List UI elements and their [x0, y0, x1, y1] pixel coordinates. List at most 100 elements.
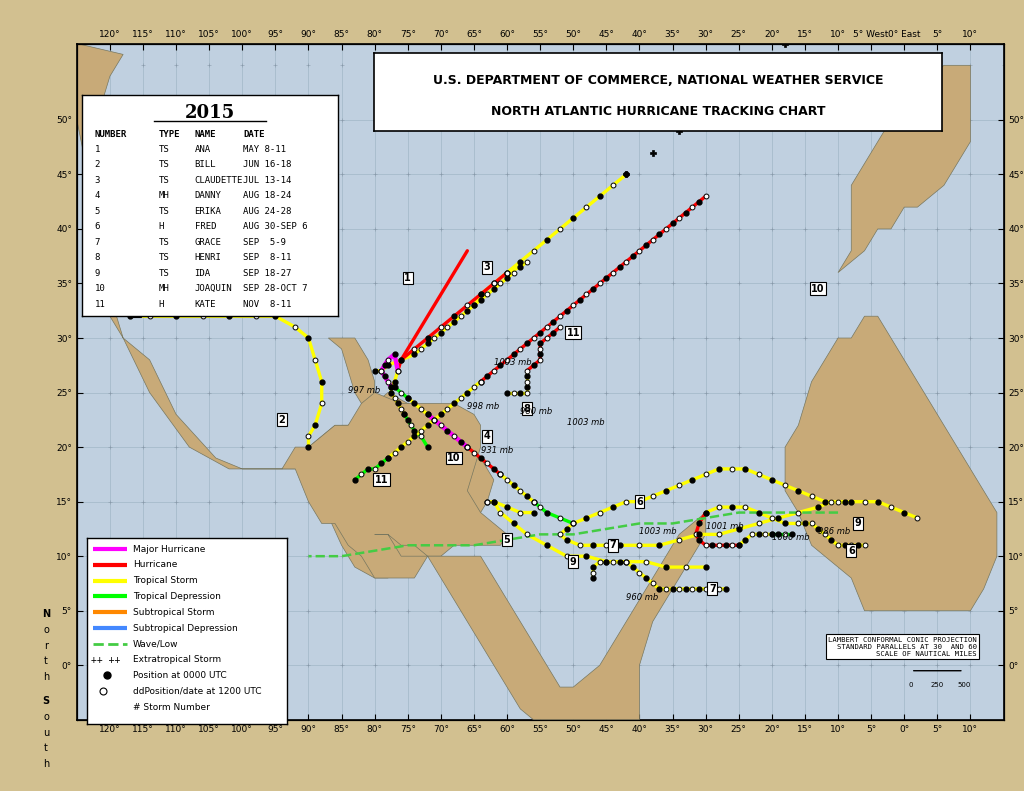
Text: ++ ++: ++ ++ — [91, 655, 121, 664]
Polygon shape — [838, 66, 971, 273]
Text: DANNY: DANNY — [195, 191, 221, 200]
Text: SEP  5-9: SEP 5-9 — [244, 238, 286, 247]
Text: 1003 mb: 1003 mb — [639, 528, 677, 536]
Text: CLAUDETTE: CLAUDETTE — [195, 176, 243, 185]
Text: 7: 7 — [94, 238, 100, 247]
Text: TS: TS — [159, 269, 169, 278]
Text: 5: 5 — [504, 535, 510, 545]
Text: NUMBER: NUMBER — [94, 131, 127, 139]
Text: AUG 18-24: AUG 18-24 — [244, 191, 292, 200]
Text: 4: 4 — [483, 431, 490, 441]
Text: Tropical Depression: Tropical Depression — [133, 592, 221, 601]
Text: 980 mb: 980 mb — [520, 407, 553, 416]
Polygon shape — [329, 338, 375, 403]
Text: 2015: 2015 — [184, 104, 236, 122]
Text: JUL 13-14: JUL 13-14 — [244, 176, 292, 185]
Text: 11: 11 — [566, 327, 580, 338]
Text: # Storm Number: # Storm Number — [133, 702, 210, 712]
Text: 500: 500 — [957, 682, 971, 687]
Text: Subtropical Storm: Subtropical Storm — [133, 607, 214, 617]
Text: t: t — [44, 744, 48, 754]
Text: JUN 16-18: JUN 16-18 — [244, 161, 292, 169]
Text: o: o — [43, 712, 49, 722]
Polygon shape — [282, 392, 507, 578]
Text: 931 mb: 931 mb — [480, 445, 513, 455]
Text: HENRI: HENRI — [195, 253, 221, 263]
Text: 2: 2 — [133, 306, 139, 316]
Text: Wave/Low: Wave/Low — [133, 639, 178, 649]
Text: MH: MH — [159, 284, 169, 293]
Text: 960 mb: 960 mb — [627, 592, 658, 602]
Text: 10: 10 — [447, 453, 461, 463]
Text: 10: 10 — [811, 284, 825, 294]
Polygon shape — [77, 44, 494, 578]
Text: Major Hurricane: Major Hurricane — [133, 544, 206, 554]
Text: 9: 9 — [94, 269, 100, 278]
Text: 8: 8 — [523, 404, 530, 414]
Text: DATE: DATE — [244, 131, 264, 139]
Text: o: o — [43, 625, 49, 635]
Text: H: H — [159, 300, 164, 308]
Text: JOAQUIN: JOAQUIN — [195, 284, 232, 293]
Text: 11: 11 — [375, 475, 388, 485]
Text: ANA: ANA — [195, 145, 211, 153]
Text: NAME: NAME — [195, 131, 216, 139]
Text: TS: TS — [159, 176, 169, 185]
Text: LAMBERT CONFORMAL CONIC PROJECTION
STANDARD PARALLELS AT 30  AND 60
SCALE OF NAU: LAMBERT CONFORMAL CONIC PROJECTION STAND… — [828, 637, 977, 657]
Text: BILL: BILL — [195, 161, 216, 169]
Text: 0: 0 — [908, 682, 913, 687]
Text: NOV  8-11: NOV 8-11 — [244, 300, 292, 308]
Text: NORTH ATLANTIC HURRICANE TRACKING CHART: NORTH ATLANTIC HURRICANE TRACKING CHART — [490, 104, 825, 118]
Text: S: S — [43, 696, 49, 706]
Text: SEP  8-11: SEP 8-11 — [244, 253, 292, 263]
Text: FRED: FRED — [195, 222, 216, 231]
Text: 6: 6 — [636, 497, 643, 507]
Text: 250: 250 — [931, 682, 944, 687]
Text: N: N — [42, 609, 50, 619]
Text: U.S. DEPARTMENT OF COMMERCE, NATIONAL WEATHER SERVICE: U.S. DEPARTMENT OF COMMERCE, NATIONAL WE… — [433, 74, 883, 87]
Text: SEP 28-OCT 7: SEP 28-OCT 7 — [244, 284, 307, 293]
Polygon shape — [342, 426, 415, 447]
Text: 986 mb: 986 mb — [818, 528, 850, 536]
Text: TS: TS — [159, 161, 169, 169]
Text: u: u — [43, 728, 49, 738]
Text: 9: 9 — [570, 557, 577, 566]
Text: 7: 7 — [709, 584, 716, 594]
Text: ERIKA: ERIKA — [195, 206, 221, 216]
Text: Subtropical Depression: Subtropical Depression — [133, 623, 238, 633]
Text: TS: TS — [159, 145, 169, 153]
Text: 1000 mb: 1000 mb — [772, 533, 809, 542]
Text: 1003 mb: 1003 mb — [566, 418, 604, 427]
Text: h: h — [43, 759, 49, 770]
Text: 10: 10 — [94, 284, 105, 293]
Text: IDA: IDA — [195, 269, 211, 278]
Text: ddPosition/date at 1200 UTC: ddPosition/date at 1200 UTC — [133, 687, 261, 696]
Text: 998 mb: 998 mb — [467, 402, 500, 411]
Text: 1001 mb: 1001 mb — [706, 522, 743, 531]
Text: H: H — [159, 222, 164, 231]
Text: 3: 3 — [94, 176, 100, 185]
Text: t: t — [44, 657, 48, 667]
Text: 2: 2 — [94, 161, 100, 169]
Text: MH: MH — [159, 191, 169, 200]
Text: 1: 1 — [94, 145, 100, 153]
Text: 2: 2 — [279, 414, 286, 425]
Text: 6: 6 — [848, 546, 855, 556]
Text: Position at 0000 UTC: Position at 0000 UTC — [133, 671, 226, 680]
Text: r: r — [44, 641, 48, 651]
Text: 11: 11 — [94, 300, 105, 308]
Text: KATE: KATE — [195, 300, 216, 308]
Text: 1003 mb: 1003 mb — [494, 358, 531, 367]
Text: 5: 5 — [94, 206, 100, 216]
Text: TS: TS — [159, 253, 169, 263]
Text: 3: 3 — [483, 262, 490, 272]
Text: 1: 1 — [404, 273, 412, 283]
Text: AUG 30-SEP 6: AUG 30-SEP 6 — [244, 222, 307, 231]
Text: Tropical Storm: Tropical Storm — [133, 576, 198, 585]
Text: 8: 8 — [94, 253, 100, 263]
Text: GRACE: GRACE — [195, 238, 221, 247]
Text: Extratropical Storm: Extratropical Storm — [133, 655, 221, 664]
Text: TS: TS — [159, 206, 169, 216]
Text: 4: 4 — [94, 191, 100, 200]
Text: 6: 6 — [94, 222, 100, 231]
